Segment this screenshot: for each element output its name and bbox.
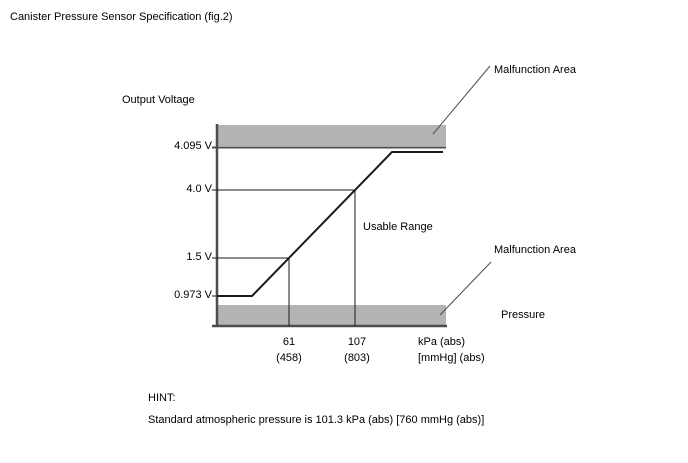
x-axis-unit-mmhg: [mmHg] (abs) (418, 352, 485, 364)
hint-label: HINT: (148, 392, 176, 404)
usable-range-label: Usable Range (363, 221, 433, 233)
x-tick-61-kpa: 61 (282, 336, 296, 348)
x-axis-unit-kpa: kPa (abs) (418, 336, 466, 348)
y-tick-40v: 4.0 V (186, 183, 212, 195)
x-tick-107: 107 (803) (335, 334, 379, 366)
y-tick-4095v: 4.095 V (174, 140, 212, 152)
y-tick-0973v: 0.973 V (174, 289, 212, 301)
malfunction-area-bottom-label: Malfunction Area (494, 244, 576, 256)
x-axis-title: Pressure (501, 309, 546, 321)
y-axis-title: Output Voltage (122, 94, 195, 106)
hint-text: Standard atmospheric pressure is 101.3 k… (148, 414, 485, 426)
malfunction-band-top (218, 125, 446, 146)
malfunction-area-top-label: Malfunction Area (494, 64, 576, 76)
leader-line-malfunction-top (432, 65, 491, 135)
leader-line-malfunction-bottom (439, 261, 492, 316)
x-tick-61-mmhg: (458) (276, 352, 302, 364)
x-axis-units: kPa (abs) [mmHg] (abs) (418, 334, 485, 366)
x-tick-61: 61 (458) (267, 334, 311, 366)
x-tick-107-mmhg: (803) (344, 352, 370, 364)
y-tick-15v: 1.5 V (186, 251, 212, 263)
figure-title: Canister Pressure Sensor Specification (… (10, 11, 233, 23)
x-tick-107-kpa: 107 (347, 336, 367, 348)
malfunction-band-bottom (218, 305, 446, 325)
sensor-output-curve (218, 151, 443, 297)
